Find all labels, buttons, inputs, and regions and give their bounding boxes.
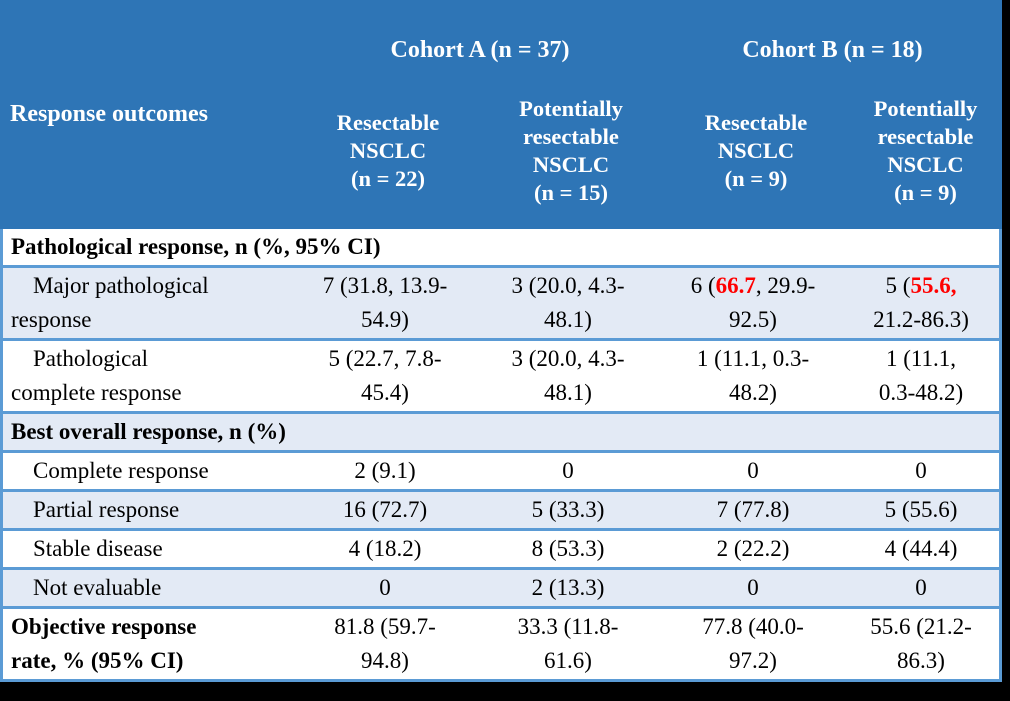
cell-text: 21.2-86.3)	[873, 307, 969, 332]
cell-resectable-a: 4 (18.2)	[348, 536, 422, 561]
cell-resectable-b: 0	[747, 575, 759, 600]
table-header: Response outcomes Cohort A (n = 37) Coho…	[0, 0, 1002, 229]
cell-resectable-b: 0	[747, 458, 759, 483]
row-label: Not evaluable	[33, 575, 162, 600]
cell-resectable-a: 81.8 (59.7- 94.8)	[334, 614, 436, 673]
cell-resectable-a: 5 (22.7, 7.8- 45.4)	[328, 346, 442, 405]
row-label: Major pathological response	[11, 273, 209, 332]
cell-potentially-resectable-b: 4 (44.4)	[884, 536, 958, 561]
cell-potentially-resectable-b: 0	[915, 575, 927, 600]
cell-potentially-resectable-a: 2 (13.3)	[531, 575, 605, 600]
header-cohort-b: Cohort B (n = 18)	[742, 37, 923, 63]
cell-potentially-resectable-b: 55.6 (21.2- 86.3)	[870, 614, 972, 673]
row-objective-response-rate: Objective response rate, % (95% CI) 81.8…	[3, 606, 999, 679]
header-response-outcomes: Response outcomes	[10, 101, 208, 127]
section-label: Best overall response, n (%)	[11, 419, 286, 444]
header-cohort-a: Cohort A (n = 37)	[390, 37, 570, 63]
cell-text: 5 (	[885, 273, 911, 298]
cell-potentially-resectable-b: 5 (55.6, 21.2-86.3)	[846, 268, 996, 338]
column-header-resectable-b: Resectable NSCLC (n = 9)	[704, 109, 808, 191]
row-label: Pathological complete response	[11, 346, 182, 405]
cell-potentially-resectable-a: 33.3 (11.8- 61.6)	[517, 614, 619, 673]
cell-resectable-b: 6 (66.7, 29.9- 92.5)	[660, 268, 846, 338]
row-label: Partial response	[33, 497, 180, 522]
cell-resectable-a: 7 (31.8, 13.9- 54.9)	[322, 273, 448, 332]
section-header-best-overall-response: Best overall response, n (%)	[3, 411, 999, 450]
cell-text: 6 (	[690, 273, 716, 298]
cell-potentially-resectable-a: 3 (20.0, 4.3- 48.1)	[511, 273, 625, 332]
row-stable-disease: Stable disease 4 (18.2) 8 (53.3) 2 (22.2…	[3, 528, 999, 567]
cell-potentially-resectable-b: 5 (55.6)	[884, 497, 958, 522]
cell-potentially-resectable-b: 0	[915, 458, 927, 483]
cell-resectable-b: 7 (77.8)	[716, 497, 790, 522]
column-header-potentially-resectable-b: Potentially resectable NSCLC (n = 9)	[873, 95, 978, 205]
cell-resectable-a: 2 (9.1)	[354, 458, 416, 483]
row-label: Objective response rate, % (95% CI)	[11, 614, 197, 673]
response-outcomes-table: Response outcomes Cohort A (n = 37) Coho…	[0, 0, 1002, 682]
cell-resectable-b: 2 (22.2)	[716, 536, 790, 561]
table-body: Pathological response, n (%, 95% CI) Maj…	[0, 229, 1002, 682]
column-header-potentially-resectable-a: Potentially resectable NSCLC (n = 15)	[519, 95, 623, 205]
cell-potentially-resectable-b: 1 (11.1, 0.3-48.2)	[878, 346, 964, 405]
section-label: Pathological response, n (%, 95% CI)	[11, 234, 381, 259]
cell-potentially-resectable-a: 3 (20.0, 4.3- 48.1)	[511, 346, 625, 405]
column-header-resectable-a: Resectable NSCLC (n = 22)	[336, 109, 440, 191]
highlighted-value: 66.7	[715, 273, 756, 298]
cell-potentially-resectable-a: 0	[562, 458, 574, 483]
row-complete-response: Complete response 2 (9.1) 0 0 0	[3, 450, 999, 489]
row-pathological-complete-response: Pathological complete response 5 (22.7, …	[3, 338, 999, 411]
cell-resectable-b: 1 (11.1, 0.3- 48.2)	[696, 346, 810, 405]
row-label: Stable disease	[33, 536, 163, 561]
cell-resectable-a: 0	[379, 575, 391, 600]
section-header-pathological-response: Pathological response, n (%, 95% CI)	[3, 229, 999, 265]
cell-potentially-resectable-a: 5 (33.3)	[531, 497, 605, 522]
row-not-evaluable: Not evaluable 0 2 (13.3) 0 0	[3, 567, 999, 606]
highlighted-value: 55.6,	[910, 273, 957, 298]
cell-text: , 29.9- 92.5)	[729, 273, 816, 332]
row-partial-response: Partial response 16 (72.7) 5 (33.3) 7 (7…	[3, 489, 999, 528]
cell-resectable-b: 77.8 (40.0- 97.2)	[702, 614, 804, 673]
row-label: Complete response	[33, 458, 209, 483]
cell-potentially-resectable-a: 8 (53.3)	[531, 536, 605, 561]
cell-resectable-a: 16 (72.7)	[342, 497, 428, 522]
row-major-pathological-response: Major pathological response 7 (31.8, 13.…	[3, 265, 999, 338]
